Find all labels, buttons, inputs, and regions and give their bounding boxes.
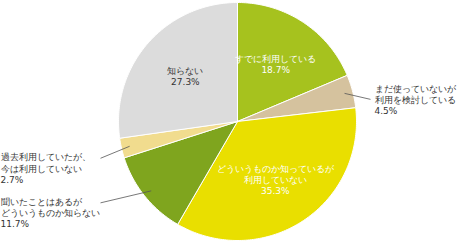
svg-text:過去利用していたが、今は利用していない2.7%: 過去利用していたが、今は利用していない2.7% xyxy=(1,152,91,185)
svg-text:すでに利用している18.7%: すでに利用している18.7% xyxy=(235,54,316,75)
svg-text:知らない27.3%: 知らない27.3% xyxy=(167,66,203,87)
svg-text:どういうものか知っているが利用していない35.3%: どういうものか知っているが利用していない35.3% xyxy=(217,164,335,197)
svg-text:聞いたことはあるがどういうものか知らない11.7%: 聞いたことはあるがどういうものか知らない11.7% xyxy=(1,197,100,230)
svg-text:まだ使っていないが利用を検討している4.5%: まだ使っていないが利用を検討している4.5% xyxy=(375,84,457,117)
